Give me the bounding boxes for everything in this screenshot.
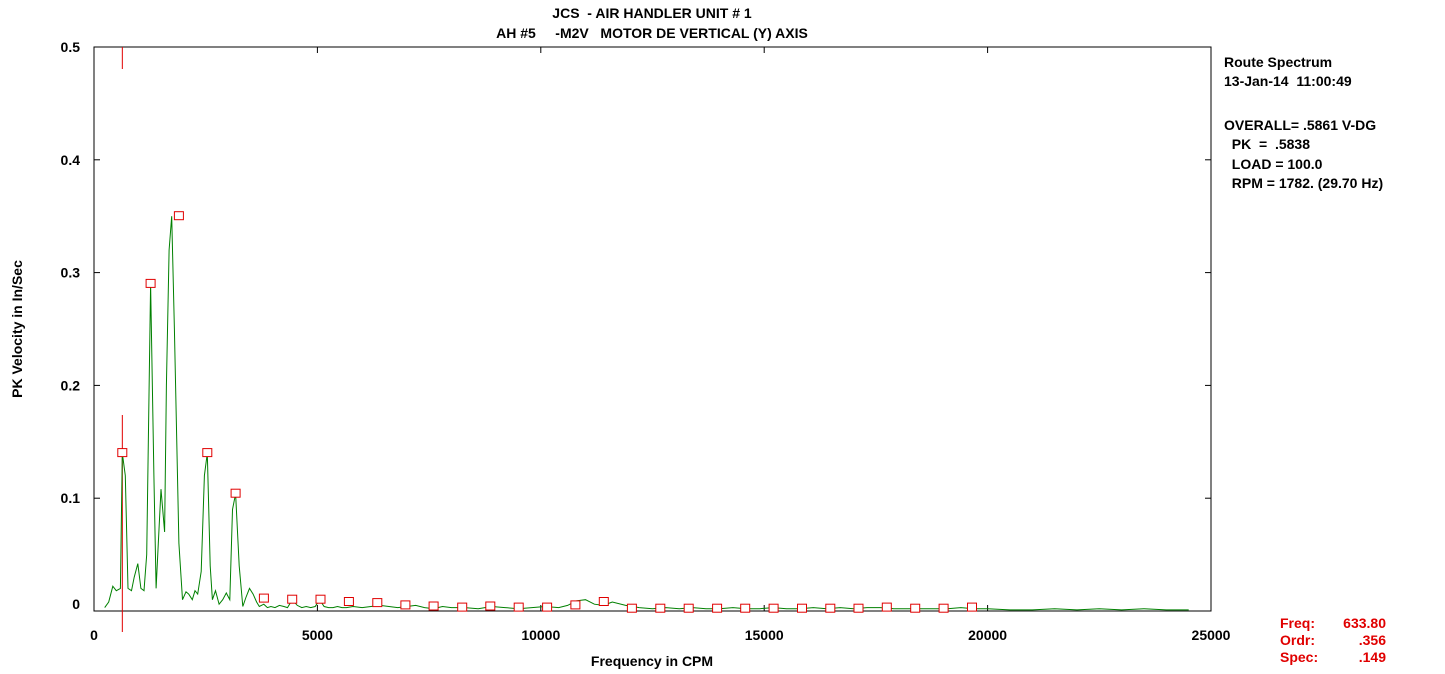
harmonic-marker	[343, 597, 354, 606]
harmonic-marker	[768, 603, 779, 613]
x-axis-label: Frequency in CPM	[591, 653, 713, 669]
harmonic-marker	[853, 603, 864, 613]
harmonic-marker	[457, 602, 468, 612]
spec-value: .149	[1358, 649, 1386, 665]
x-tick-label: 20000	[968, 627, 1007, 643]
harmonic-marker	[258, 593, 269, 603]
x-tick-label: 5000	[302, 627, 333, 643]
harmonic-marker	[117, 448, 128, 458]
y-axis-ticks: 0 0.1 0.2 0.3 0.4 0.5	[61, 39, 1211, 612]
harmonic-marker	[287, 594, 298, 604]
x-tick-label: 15000	[745, 627, 784, 643]
harmonic-marker	[372, 598, 383, 608]
harmonic-marker	[938, 603, 949, 613]
harmonic-marker	[740, 603, 751, 613]
harmonic-marker	[712, 603, 723, 613]
y-tick-label: 0.4	[61, 152, 81, 168]
chart-subtitle: AH #5 -M2V MOTOR DE VERTICAL (Y) AXIS	[496, 25, 808, 41]
x-tick-label: 25000	[1192, 627, 1231, 643]
spec-label: Spec:	[1280, 649, 1319, 665]
y-tick-label: 0	[72, 596, 80, 612]
x-axis-ticks: 0 5000 10000 15000 20000 25000	[90, 47, 1231, 643]
overall-value: OVERALL= .5861 V-DG	[1224, 117, 1377, 133]
chart-title: JCS - AIR HANDLER UNIT # 1	[552, 5, 752, 21]
harmonic-marker	[797, 603, 807, 613]
harmonic-marker	[881, 602, 892, 612]
harmonic-marker	[542, 602, 553, 612]
harmonic-marker	[825, 603, 836, 613]
harmonic-marker	[570, 600, 581, 610]
pk-value: PK = .5838	[1224, 136, 1310, 152]
harmonic-marker	[513, 602, 524, 612]
ordr-value: .356	[1358, 632, 1386, 648]
x-tick-label: 10000	[521, 627, 560, 643]
cursor-readout: Freq: 633.80 Ordr: .356 Spec: .149	[1280, 615, 1386, 666]
harmonic-marker	[145, 278, 156, 288]
x-tick-label: 0	[90, 627, 98, 643]
harmonic-marker	[173, 211, 184, 221]
spectrum-line	[104, 216, 1189, 611]
harmonic-marker	[683, 603, 694, 613]
harmonic-markers	[117, 211, 977, 613]
harmonic-marker	[485, 601, 496, 611]
harmonic-marker	[400, 600, 411, 610]
route-spectrum-label: Route Spectrum	[1224, 54, 1333, 70]
timestamp: 13-Jan-14 11:00:49	[1224, 73, 1352, 89]
freq-value: 633.80	[1343, 615, 1386, 631]
ordr-label: Ordr:	[1280, 632, 1315, 648]
y-tick-label: 0.5	[61, 39, 81, 55]
plot-frame	[93, 46, 1212, 612]
load-value: LOAD = 100.0	[1224, 156, 1323, 172]
harmonic-marker	[428, 601, 439, 611]
freq-label: Freq:	[1280, 615, 1315, 631]
harmonic-marker	[626, 603, 637, 613]
harmonic-marker	[910, 603, 921, 613]
y-tick-label: 0.1	[61, 490, 81, 506]
harmonic-marker	[202, 448, 213, 458]
harmonic-marker	[967, 602, 977, 612]
y-axis-label: PK Velocity in In/Sec	[9, 260, 25, 398]
y-tick-label: 0.2	[61, 377, 81, 393]
harmonic-marker	[655, 603, 666, 613]
harmonic-marker	[230, 488, 241, 498]
y-tick-label: 0.3	[61, 265, 81, 281]
harmonic-marker	[598, 597, 609, 606]
harmonic-marker	[315, 594, 326, 604]
rpm-value: RPM = 1782. (29.70 Hz)	[1224, 175, 1384, 191]
